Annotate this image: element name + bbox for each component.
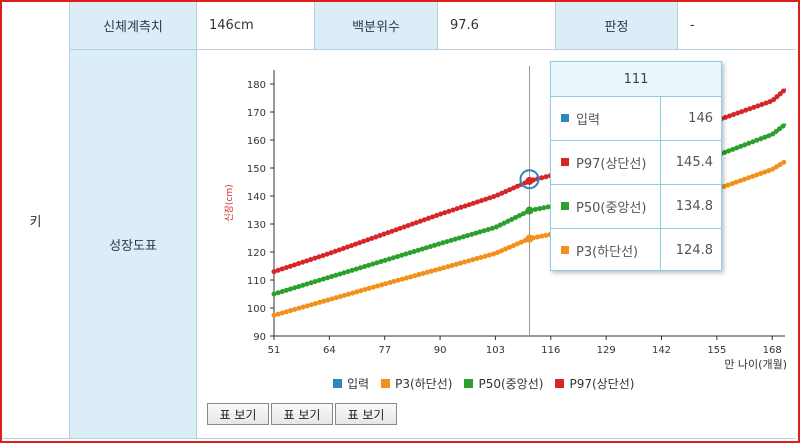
tooltip-series-name: 입력	[551, 96, 661, 140]
series-line-core-p97	[272, 88, 787, 273]
measure-value: 146cm	[197, 2, 315, 50]
chart-cell	[197, 50, 796, 439]
series-swatch-icon	[561, 114, 569, 122]
x-axis-title: 만 나이(개월)	[724, 358, 787, 371]
chart-row-label-text: 성장도표	[109, 238, 157, 254]
input-point-ring	[519, 169, 540, 190]
legend-label: P50(중앙선)	[478, 377, 544, 391]
legend-item-p97[interactable]: P97(상단선)	[555, 375, 634, 392]
judgment-label-text: 판정	[604, 20, 629, 35]
y-tick-label: 140	[247, 192, 266, 203]
x-tick-label: 168	[763, 345, 782, 356]
tooltip-name-text: 입력	[576, 112, 600, 128]
judgment-value: -	[678, 2, 796, 50]
series-swatch-icon	[561, 158, 569, 166]
x-tick-label: 51	[268, 345, 281, 356]
tooltip-series-name: P97(상단선)	[551, 140, 661, 184]
tooltip-row: P3(하단선) 124.8	[551, 228, 721, 272]
y-tick-label: 120	[247, 248, 266, 259]
series-line-core-p50	[272, 123, 787, 296]
legend-item-p3[interactable]: P3(하단선)	[381, 375, 452, 392]
tooltip-row: 입력 146	[551, 96, 721, 141]
x-tick-label: 77	[378, 345, 391, 356]
judgment-label: 판정	[556, 2, 678, 50]
y-tick-label: 150	[247, 164, 266, 175]
legend-item-p50[interactable]: P50(중앙선)	[464, 375, 543, 392]
chart-row-label: 성장도표	[70, 50, 197, 439]
percentile-label-text: 백분위수	[352, 20, 400, 35]
chart-tooltip: 111 입력 146 P97(상단선) 145.4 P50(중앙선) 134.8…	[550, 61, 722, 272]
percentile-label: 백분위수	[315, 2, 438, 50]
tooltip-name-text: P50(중앙선)	[576, 200, 647, 216]
row-label-height: 키	[2, 2, 70, 439]
tooltip-series-name: P50(중앙선)	[551, 184, 661, 228]
series-swatch-icon	[561, 202, 569, 210]
judgment-value-text: -	[690, 18, 695, 33]
percentile-value: 97.6	[438, 2, 556, 50]
tooltip-title: 111	[551, 62, 721, 97]
y-tick-label: 130	[247, 220, 266, 231]
x-tick-label: 155	[707, 345, 726, 356]
percentile-value-text: 97.6	[450, 18, 479, 33]
x-tick-label: 64	[323, 345, 336, 356]
legend-swatch-icon	[381, 379, 391, 388]
series-point-p50	[525, 206, 534, 215]
y-tick-label: 180	[247, 80, 266, 91]
legend-swatch-icon	[555, 379, 565, 388]
y-tick-label: 90	[253, 332, 266, 343]
legend-item-input[interactable]: 입력	[333, 375, 369, 392]
tooltip-series-name: P3(하단선)	[551, 228, 661, 272]
measure-label-text: 신체계측치	[103, 20, 163, 35]
tooltip-row: P97(상단선) 145.4	[551, 140, 721, 185]
view-table-button[interactable]: 표 보기	[335, 403, 397, 425]
y-tick-label: 160	[247, 136, 266, 147]
tooltip-name-text: P97(상단선)	[576, 156, 647, 172]
x-tick-label: 103	[486, 345, 505, 356]
x-tick-label: 90	[434, 345, 447, 356]
view-table-button[interactable]: 표 보기	[271, 403, 333, 425]
tooltip-value: 145.4	[675, 154, 713, 170]
tooltip-row: P50(중앙선) 134.8	[551, 184, 721, 229]
x-tick-label: 116	[541, 345, 560, 356]
y-axis-title: 신장(cm)	[224, 184, 235, 221]
legend-label: 입력	[347, 377, 370, 391]
legend-swatch-icon	[464, 379, 474, 388]
series-swatch-icon	[561, 246, 569, 254]
x-tick-label: 142	[652, 345, 671, 356]
legend-swatch-icon	[333, 379, 342, 388]
tooltip-value: 146	[688, 110, 713, 126]
tooltip-name-text: P3(하단선)	[576, 244, 639, 260]
legend-label: P97(상단선)	[569, 377, 635, 391]
series-point-p97	[525, 176, 534, 185]
row-label-text: 키	[29, 214, 42, 230]
chart-legend: 입력 P3(하단선) P50(중앙선) P97(상단선)	[333, 375, 634, 392]
y-tick-label: 170	[247, 108, 266, 119]
y-tick-label: 110	[247, 276, 266, 287]
series-point-p3	[525, 234, 534, 243]
tooltip-value: 134.8	[675, 198, 713, 214]
measure-label: 신체계측치	[70, 2, 197, 50]
view-table-button[interactable]: 표 보기	[207, 403, 269, 425]
series-line-core-p3	[272, 160, 787, 317]
measure-value-text: 146cm	[209, 18, 254, 33]
tooltip-value: 124.8	[675, 242, 713, 258]
legend-label: P3(하단선)	[395, 377, 453, 391]
growth-table: 키 신체계측치 146cm 백분위수 97.6 판정 - 성장도표	[2, 2, 796, 439]
x-tick-label: 129	[597, 345, 616, 356]
y-tick-label: 100	[247, 304, 266, 315]
